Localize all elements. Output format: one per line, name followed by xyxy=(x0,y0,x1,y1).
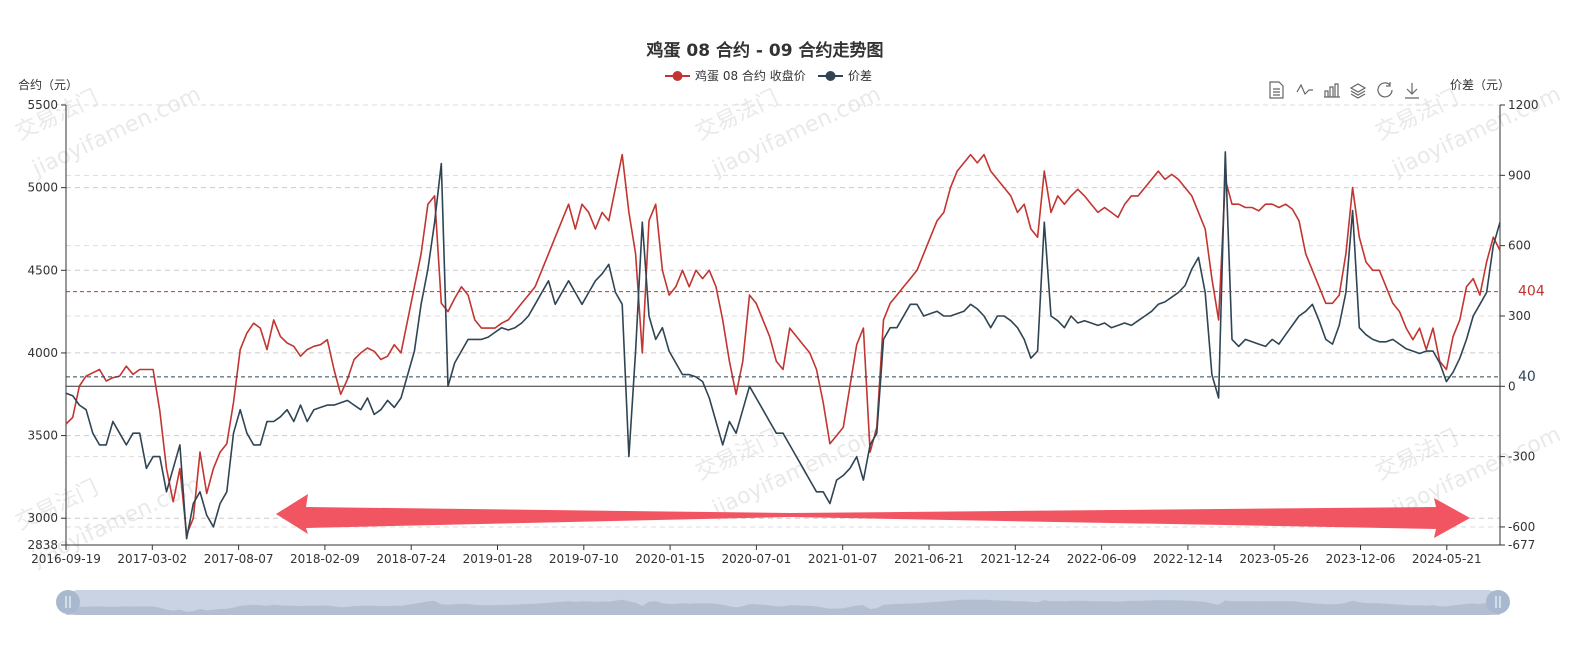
x-tick-label: 2021-12-24 xyxy=(980,552,1050,566)
y-tick-right: -677 xyxy=(1508,538,1535,552)
watermark-url: jiaoyifamen.com xyxy=(1388,82,1565,182)
y-tick-left: 5500 xyxy=(27,98,58,112)
watermark-url: jiaoyifamen.com xyxy=(1388,422,1565,522)
legend-item[interactable]: 价差 xyxy=(818,69,872,83)
legend-item[interactable]: 鸡蛋 08 合约 收盘价 xyxy=(665,68,806,83)
y-tick-right: 900 xyxy=(1508,168,1531,182)
data-zoom-handle-right[interactable] xyxy=(1486,590,1510,614)
x-tick-label: 2024-05-21 xyxy=(1412,552,1482,566)
chart-title: 鸡蛋 08 合约 - 09 合约走势图 xyxy=(646,40,884,61)
y-tick-right: -300 xyxy=(1508,450,1535,464)
line-chart-icon[interactable] xyxy=(1296,83,1313,96)
x-tick-label: 2017-08-07 xyxy=(204,552,274,566)
legend-marker xyxy=(825,71,836,81)
markline-red-label: 404 xyxy=(1518,284,1545,300)
y-tick-right: 0 xyxy=(1508,379,1516,393)
x-tick-label: 2023-05-26 xyxy=(1239,552,1309,566)
x-tick-label: 2019-01-28 xyxy=(463,552,533,566)
legend-label: 价差 xyxy=(848,69,872,83)
x-tick-label: 2023-12-06 xyxy=(1326,552,1396,566)
stack-icon[interactable] xyxy=(1349,83,1367,99)
bar-chart-icon[interactable] xyxy=(1324,83,1340,98)
x-tick-label: 2021-06-21 xyxy=(894,552,964,566)
x-tick-label: 2021-01-07 xyxy=(808,552,878,566)
y-tick-right: -600 xyxy=(1508,520,1535,534)
y-axis-left-name: 合约（元） xyxy=(18,77,78,92)
y-tick-left: 3500 xyxy=(27,429,58,443)
watermark-url: jiaoyifamen.com xyxy=(708,82,885,182)
toolbox[interactable] xyxy=(1269,81,1419,99)
x-tick-label: 2019-07-10 xyxy=(549,552,619,566)
data-zoom-grip-right xyxy=(1495,596,1501,608)
y-tick-left: 5000 xyxy=(27,181,58,195)
markline-dark-label: 40 xyxy=(1518,369,1536,385)
y-tick-right: 600 xyxy=(1508,239,1531,253)
download-icon[interactable] xyxy=(1405,83,1419,99)
watermark-url: jiaoyifamen.com xyxy=(708,422,885,522)
x-tick-label: 2018-02-09 xyxy=(290,552,360,566)
data-zoom-handle-left[interactable] xyxy=(56,590,80,614)
restore-icon[interactable] xyxy=(1377,82,1393,98)
legend[interactable]: 鸡蛋 08 合约 收盘价 价差 xyxy=(665,68,872,83)
y-tick-left: 3000 xyxy=(27,511,58,525)
x-tick-label: 2022-06-09 xyxy=(1067,552,1137,566)
y-tick-left: 4000 xyxy=(27,346,58,360)
data-zoom-slider[interactable] xyxy=(56,590,1510,615)
data-view-icon[interactable] xyxy=(1269,81,1284,99)
y-axis-right-name: 价差（元） xyxy=(1450,78,1510,92)
x-tick-label: 2017-03-02 xyxy=(117,552,187,566)
x-tick-label: 2020-07-01 xyxy=(722,552,792,566)
y-tick-left: 4500 xyxy=(27,263,58,277)
series-line xyxy=(65,151,1501,540)
double-arrow-annotation xyxy=(276,494,1470,538)
x-tick-label: 2022-12-14 xyxy=(1153,552,1223,566)
series-line xyxy=(65,153,1501,536)
data-zoom-preview xyxy=(66,599,1500,615)
x-tick-label: 2016-09-19 xyxy=(31,552,101,566)
y-tick-right: 1200 xyxy=(1508,98,1539,112)
legend-marker xyxy=(672,71,683,81)
data-zoom-grip-left xyxy=(65,596,71,608)
legend-label: 鸡蛋 08 合约 收盘价 xyxy=(695,68,806,83)
y-tick-left: 2838 xyxy=(27,538,58,552)
y-tick-right: 300 xyxy=(1508,309,1531,323)
x-tick-label: 2018-07-24 xyxy=(376,552,446,566)
x-tick-label: 2020-01-15 xyxy=(635,552,705,566)
watermark-url: jiaoyifamen.com xyxy=(28,82,205,182)
